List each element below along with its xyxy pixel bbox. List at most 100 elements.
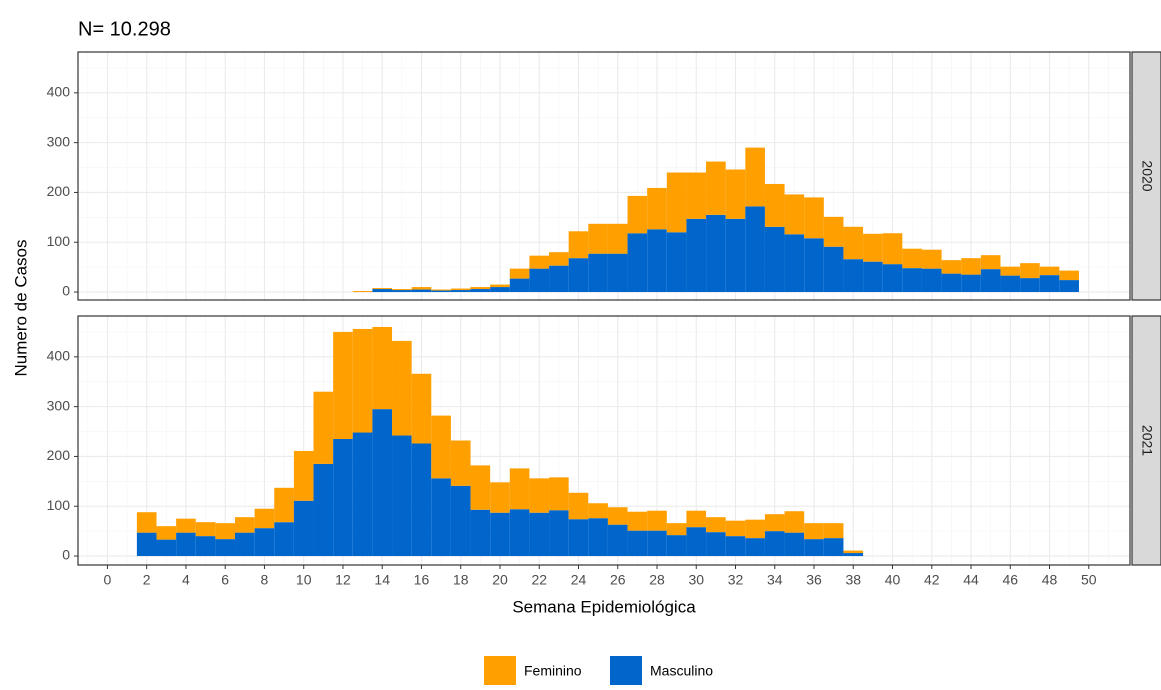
bar-segment — [372, 289, 393, 293]
bar-segment — [1059, 280, 1079, 293]
bar-segment — [902, 248, 922, 269]
bar-segment — [490, 512, 510, 557]
bar-segment — [136, 512, 157, 533]
bar-segment — [666, 535, 687, 557]
bar-segment — [156, 539, 177, 557]
bar-segment — [725, 169, 746, 219]
bar-segment — [313, 391, 334, 464]
bar-segment — [1000, 275, 1021, 293]
x-tick-label: 44 — [963, 572, 979, 588]
bar-segment — [686, 510, 707, 528]
x-tick-label: 8 — [261, 572, 269, 588]
y-tick-label: 300 — [47, 133, 71, 149]
bar-segment — [588, 518, 608, 557]
bar-segment — [607, 223, 628, 254]
bar-segment — [804, 523, 824, 540]
bar-segment — [215, 539, 236, 557]
bar-segment — [764, 531, 785, 557]
bar-segment — [686, 218, 707, 293]
bar-segment — [941, 260, 962, 274]
x-tick-label: 22 — [531, 572, 547, 588]
x-tick-label: 2 — [143, 572, 151, 588]
bar-segment — [529, 255, 550, 269]
legend-swatch — [484, 656, 516, 688]
bar-segment — [411, 373, 432, 444]
bar-segment — [352, 432, 373, 557]
bar-segment — [411, 289, 432, 293]
bar-segment — [490, 482, 510, 513]
x-tick-label: 50 — [1081, 572, 1097, 588]
y-tick-label: 200 — [47, 447, 71, 463]
bar-segment — [156, 526, 177, 540]
bar-segment — [431, 415, 451, 479]
bar-segment — [1059, 270, 1079, 281]
bar-segment — [411, 287, 432, 290]
bar-segment — [392, 435, 412, 557]
bar-segment — [293, 500, 314, 557]
bar-segment — [607, 253, 628, 293]
legend-label: Masculino — [650, 663, 713, 679]
bar-segment — [647, 510, 667, 531]
bar-segment — [647, 530, 667, 557]
bar-segment — [725, 218, 746, 293]
bar-segment — [647, 187, 667, 230]
x-axis-label: Semana Epidemiológica — [512, 597, 696, 616]
x-tick-label: 38 — [845, 572, 861, 588]
bar-segment — [372, 288, 393, 290]
bar-segment — [921, 249, 942, 269]
bar-segment — [784, 234, 805, 293]
x-tick-label: 48 — [1042, 572, 1058, 588]
panel-border — [77, 315, 1131, 566]
bar-segment — [529, 512, 550, 557]
x-tick-label: 26 — [610, 572, 626, 588]
bar-segment — [568, 492, 589, 520]
x-tick-label: 24 — [571, 572, 587, 588]
bar-segment — [784, 532, 805, 557]
bar-segment — [509, 278, 530, 293]
x-tick-label: 16 — [414, 572, 430, 588]
bar-segment — [863, 261, 883, 293]
bar-segment — [647, 229, 667, 293]
bar-segment — [450, 485, 471, 557]
bar-segment — [823, 216, 844, 247]
bar-segment — [843, 550, 864, 554]
y-tick-label: 100 — [47, 497, 71, 513]
bar-segment — [509, 509, 530, 557]
bar-segment — [235, 532, 255, 557]
bar-segment — [254, 528, 275, 557]
bar-segment — [1039, 266, 1060, 276]
bar-segment — [490, 284, 510, 288]
bar-segment — [431, 289, 451, 291]
bar-segment — [980, 255, 1001, 270]
bar-segment — [529, 268, 550, 293]
bar-segment — [764, 183, 785, 227]
bar-segment — [372, 326, 393, 410]
bar-segment — [804, 238, 824, 293]
x-tick-label: 0 — [104, 572, 112, 588]
bar-segment — [470, 465, 491, 510]
bar-segment — [784, 194, 805, 235]
bar-segment — [215, 523, 236, 540]
bar-segment — [725, 520, 746, 537]
bar-segment — [745, 147, 765, 207]
bar-segment — [431, 290, 451, 293]
x-tick-label: 40 — [885, 572, 901, 588]
bar-segment — [529, 478, 550, 513]
bar-segment — [764, 514, 785, 532]
x-tick-label: 34 — [767, 572, 783, 588]
bar-segment — [686, 172, 707, 219]
bar-segment — [882, 264, 903, 293]
legend-label: Feminino — [524, 663, 582, 679]
bar-segment — [607, 524, 628, 557]
bar-segment — [1020, 263, 1040, 279]
bar-segment — [843, 553, 864, 557]
bar-segment — [863, 233, 883, 262]
bar-segment — [450, 440, 471, 486]
bar-segment — [784, 511, 805, 533]
bar-segment — [333, 331, 353, 440]
bar-segment — [431, 478, 451, 557]
bar-segment — [490, 287, 510, 293]
bar-segment — [823, 523, 844, 539]
y-tick-label: 100 — [47, 233, 71, 249]
